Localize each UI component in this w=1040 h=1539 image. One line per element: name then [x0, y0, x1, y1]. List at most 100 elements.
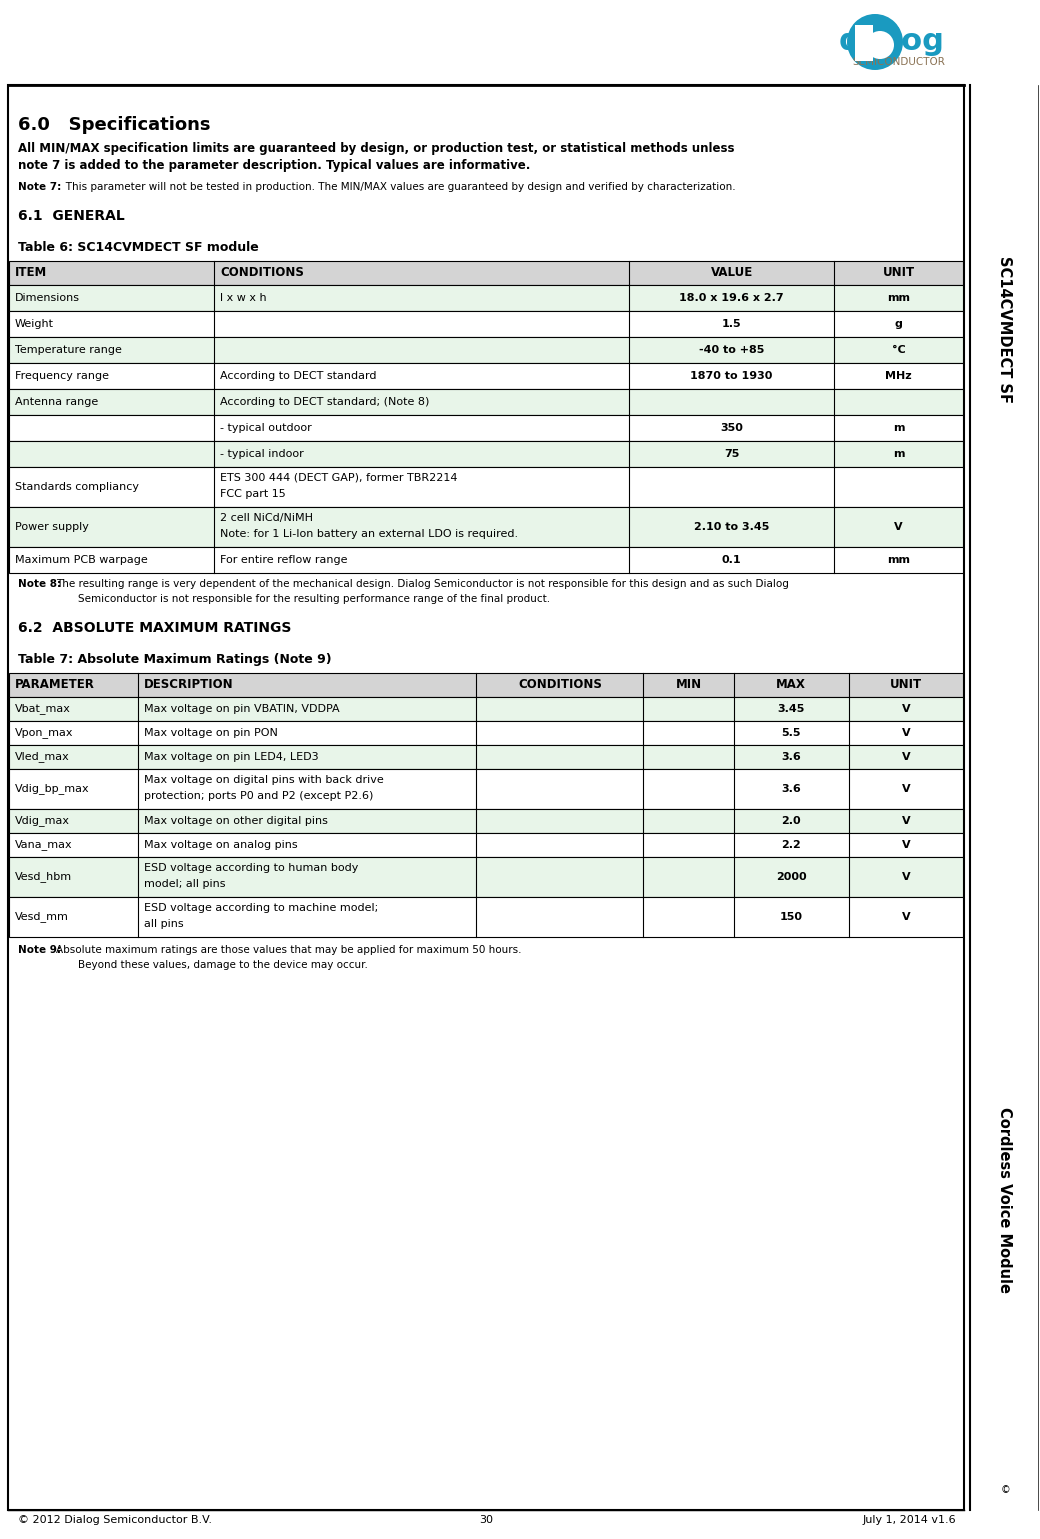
Text: ESD voltage according to machine model;: ESD voltage according to machine model;: [144, 903, 379, 913]
Text: 2.2: 2.2: [781, 840, 801, 850]
Bar: [9, 442, 963, 466]
Text: 75: 75: [724, 449, 739, 459]
Text: Note: for 1 Li-Ion battery an external LDO is required.: Note: for 1 Li-Ion battery an external L…: [220, 529, 518, 539]
Text: 350: 350: [721, 423, 744, 432]
Bar: [9, 311, 963, 337]
Bar: [9, 506, 963, 546]
Text: This parameter will not be tested in production. The MIN/MAX values are guarante: This parameter will not be tested in pro…: [56, 182, 735, 192]
Text: l x w x h: l x w x h: [220, 292, 266, 303]
Text: Temperature range: Temperature range: [15, 345, 122, 356]
Bar: [9, 673, 963, 697]
Text: Max voltage on pin PON: Max voltage on pin PON: [144, 728, 278, 739]
Text: DESCRIPTION: DESCRIPTION: [144, 679, 233, 691]
Circle shape: [866, 31, 894, 58]
Text: 30: 30: [479, 1514, 493, 1525]
Text: °C: °C: [891, 345, 906, 356]
Text: note 7 is added to the parameter description. Typical values are informative.: note 7 is added to the parameter descrip…: [18, 159, 530, 172]
Text: UNIT: UNIT: [883, 266, 914, 280]
Text: According to DECT standard; (Note 8): According to DECT standard; (Note 8): [220, 397, 430, 406]
Text: FCC part 15: FCC part 15: [220, 489, 286, 499]
Text: 2 cell NiCd/NiMH: 2 cell NiCd/NiMH: [220, 512, 313, 523]
Bar: [9, 337, 963, 363]
Text: 18.0 x 19.6 x 2.7: 18.0 x 19.6 x 2.7: [679, 292, 784, 303]
Text: Maximum PCB warpage: Maximum PCB warpage: [15, 556, 148, 565]
Text: 6.0   Specifications: 6.0 Specifications: [18, 115, 210, 134]
Text: g: g: [894, 319, 903, 329]
Bar: [9, 389, 963, 416]
Text: Weight: Weight: [15, 319, 54, 329]
Bar: [9, 857, 963, 897]
Text: Note 7:: Note 7:: [18, 182, 61, 192]
Text: 1.5: 1.5: [722, 319, 742, 329]
Text: 3.45: 3.45: [778, 703, 805, 714]
Text: mm: mm: [887, 292, 910, 303]
Bar: [9, 285, 963, 311]
Text: All MIN/MAX specification limits are guaranteed by design, or production test, o: All MIN/MAX specification limits are gua…: [18, 142, 734, 155]
Text: Frequency range: Frequency range: [15, 371, 109, 382]
Text: 6.2  ABSOLUTE MAXIMUM RATINGS: 6.2 ABSOLUTE MAXIMUM RATINGS: [18, 622, 291, 636]
Text: V: V: [902, 728, 910, 739]
Bar: [9, 720, 963, 745]
Text: 0.1: 0.1: [722, 556, 742, 565]
Text: ESD voltage according to human body: ESD voltage according to human body: [144, 863, 358, 873]
Text: MHz: MHz: [885, 371, 912, 382]
Text: Vesd_mm: Vesd_mm: [15, 911, 69, 922]
Text: Semiconductor is not responsible for the resulting performance range of the fina: Semiconductor is not responsible for the…: [78, 594, 550, 603]
Text: 6.1  GENERAL: 6.1 GENERAL: [18, 209, 125, 223]
Text: July 1, 2014 v1.6: July 1, 2014 v1.6: [862, 1514, 956, 1525]
Text: Vdig_bp_max: Vdig_bp_max: [15, 783, 89, 794]
Bar: [9, 770, 963, 810]
Bar: [9, 810, 963, 833]
Text: Vdig_max: Vdig_max: [15, 816, 70, 826]
Text: Power supply: Power supply: [15, 522, 88, 532]
Text: V: V: [894, 522, 903, 532]
Text: Vled_max: Vled_max: [15, 751, 70, 762]
Text: V: V: [902, 816, 910, 826]
Text: V: V: [902, 913, 910, 922]
Text: Max voltage on pin LED4, LED3: Max voltage on pin LED4, LED3: [144, 753, 318, 762]
Text: 150: 150: [780, 913, 803, 922]
Text: According to DECT standard: According to DECT standard: [220, 371, 376, 382]
Bar: [9, 466, 963, 506]
Text: dialog: dialog: [839, 28, 945, 57]
Text: MAX: MAX: [776, 679, 806, 691]
Bar: [9, 416, 963, 442]
Text: SC14CVMDECT SF: SC14CVMDECT SF: [997, 257, 1013, 403]
Text: mm: mm: [887, 556, 910, 565]
Text: For entire reflow range: For entire reflow range: [220, 556, 347, 565]
Text: V: V: [902, 703, 910, 714]
Text: 5.5: 5.5: [781, 728, 801, 739]
Text: Vpon_max: Vpon_max: [15, 728, 74, 739]
Text: Cordless Voice Module: Cordless Voice Module: [997, 1107, 1013, 1293]
Bar: [9, 262, 963, 285]
Text: 1870 to 1930: 1870 to 1930: [691, 371, 773, 382]
Text: PARAMETER: PARAMETER: [15, 679, 95, 691]
Text: Vesd_hbm: Vesd_hbm: [15, 871, 72, 882]
Text: 3.6: 3.6: [781, 753, 801, 762]
Text: Beyond these values, damage to the device may occur.: Beyond these values, damage to the devic…: [78, 960, 368, 970]
Text: -40 to +85: -40 to +85: [699, 345, 764, 356]
Text: CONDITIONS: CONDITIONS: [518, 679, 602, 691]
Text: VALUE: VALUE: [710, 266, 753, 280]
Text: MIN: MIN: [676, 679, 702, 691]
Text: UNIT: UNIT: [889, 679, 921, 691]
Text: Note 8:: Note 8:: [18, 579, 61, 589]
Text: SEMICONDUCTOR: SEMICONDUCTOR: [852, 57, 945, 68]
Text: The resulting range is very dependent of the mechanical design. Dialog Semicondu: The resulting range is very dependent of…: [56, 579, 789, 589]
Text: m: m: [893, 449, 905, 459]
Text: V: V: [902, 753, 910, 762]
Text: 2.10 to 3.45: 2.10 to 3.45: [694, 522, 770, 532]
Text: © 2012 Dialog Semiconductor B.V.: © 2012 Dialog Semiconductor B.V.: [18, 1514, 212, 1525]
Text: all pins: all pins: [144, 919, 183, 930]
Text: ETS 300 444 (DECT GAP), former TBR2214: ETS 300 444 (DECT GAP), former TBR2214: [220, 472, 458, 483]
Text: 3.6: 3.6: [781, 783, 801, 794]
Text: Max voltage on pin VBATIN, VDDPA: Max voltage on pin VBATIN, VDDPA: [144, 703, 339, 714]
Text: Absolute maximum ratings are those values that may be applied for maximum 50 hou: Absolute maximum ratings are those value…: [56, 945, 521, 956]
Text: ITEM: ITEM: [15, 266, 47, 280]
Bar: [855, 25, 873, 62]
Bar: [9, 697, 963, 720]
Text: 2000: 2000: [776, 873, 807, 882]
Text: Note 9:: Note 9:: [18, 945, 61, 956]
Text: V: V: [902, 783, 910, 794]
Text: ©: ©: [1000, 1485, 1010, 1494]
